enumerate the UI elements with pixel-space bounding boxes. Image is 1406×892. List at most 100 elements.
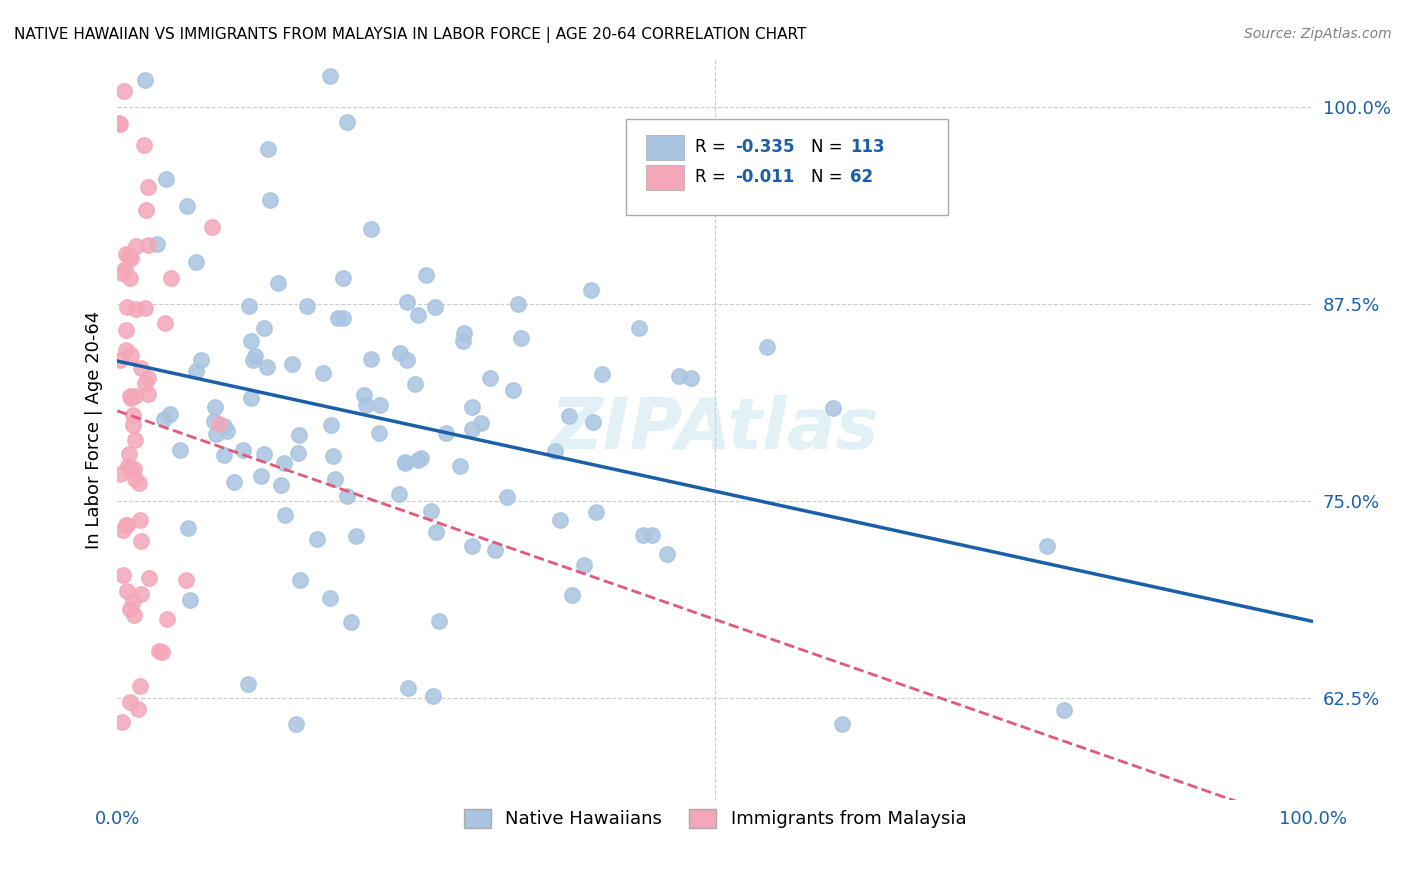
Text: ZIPAtlas: ZIPAtlas [551,395,880,465]
Point [461,400,484,414]
Point [112,524,135,538]
Point [122,607,145,622]
Point [1036,539,1059,553]
Point [253,321,276,335]
Point [155,316,177,330]
Point [156,612,179,626]
Point [353,387,375,401]
Point [274,508,297,522]
FancyBboxPatch shape [645,136,685,161]
Point [114,517,136,532]
Point [153,412,176,426]
Point [128,475,150,490]
Point [127,702,149,716]
Point [572,558,595,572]
Point [506,297,529,311]
Point [335,490,357,504]
Point [557,409,579,424]
Point [657,547,679,561]
Point [290,574,312,588]
Point [581,284,603,298]
Point [396,681,419,695]
Point [176,199,198,213]
Point [627,321,650,335]
Point [253,447,276,461]
Point [136,237,159,252]
Text: 113: 113 [851,138,884,156]
Point [284,716,307,731]
Point [152,645,174,659]
Point [114,262,136,277]
Point [124,389,146,403]
Point [561,588,583,602]
Point [132,137,155,152]
Point [404,377,426,392]
Text: NATIVE HAWAIIAN VS IMMIGRANTS FROM MALAYSIA IN LABOR FORCE | AGE 20-64 CORRELATI: NATIVE HAWAIIAN VS IMMIGRANTS FROM MALAY… [14,27,807,43]
Point [259,193,281,207]
Point [242,352,264,367]
Point [502,383,524,397]
Point [451,334,474,348]
Point [112,84,135,98]
Point [120,389,142,403]
Point [273,456,295,470]
Text: R =: R = [695,138,731,156]
Point [1053,703,1076,717]
Point [332,271,354,285]
Point [134,376,156,390]
Point [346,528,368,542]
Point [423,300,446,314]
Point [510,331,533,345]
Point [159,271,181,285]
Point [107,115,129,129]
Point [129,533,152,548]
Point [207,417,229,431]
Point [129,587,152,601]
Point [288,428,311,442]
Point [256,359,278,374]
Point [425,525,447,540]
Point [118,695,141,709]
Point [120,348,142,362]
Point [122,408,145,422]
Point [340,615,363,629]
Point [295,299,318,313]
FancyBboxPatch shape [626,119,949,215]
Point [204,400,226,414]
Point [115,518,138,533]
Point [318,69,340,83]
Point [321,417,343,432]
Point [388,346,411,360]
Point [184,255,207,269]
Text: N =: N = [811,168,848,186]
Point [169,442,191,457]
Point [370,398,392,412]
Point [124,472,146,486]
Point [311,366,333,380]
Point [125,302,148,317]
Point [326,311,349,326]
Point [118,249,141,263]
Point [128,679,150,693]
Point [202,414,225,428]
Point [174,573,197,587]
FancyBboxPatch shape [645,165,685,190]
Point [138,571,160,585]
Point [245,349,267,363]
Point [136,371,159,385]
Point [419,504,441,518]
Point [332,311,354,326]
Point [336,114,359,128]
Point [406,452,429,467]
Point [177,521,200,535]
Point [354,398,377,412]
Point [631,528,654,542]
Point [184,364,207,378]
Point [449,459,471,474]
Point [453,326,475,340]
Point [256,142,278,156]
Point [117,584,139,599]
Point [409,451,432,466]
Point [394,455,416,469]
Point [360,351,382,366]
